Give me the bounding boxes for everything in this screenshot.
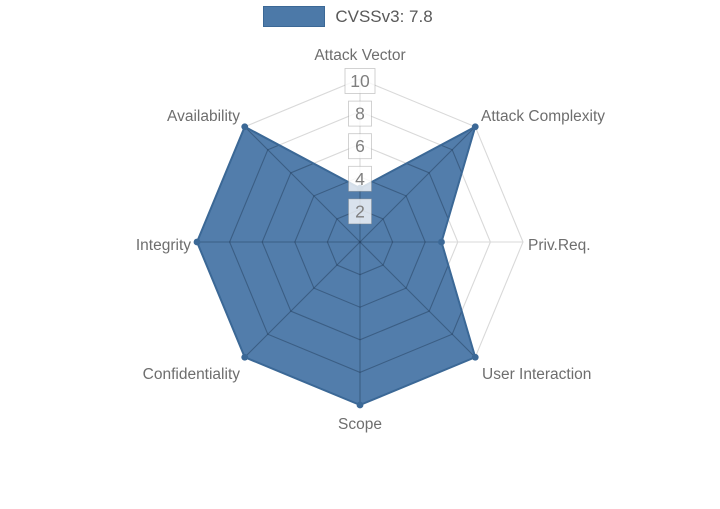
tick-backdrop-10 bbox=[344, 68, 376, 94]
radar-spoke bbox=[359, 126, 476, 243]
radar-spoke bbox=[359, 241, 476, 358]
radar-grid-ring bbox=[294, 176, 426, 308]
radar-vertex-marker bbox=[471, 123, 479, 131]
radar-grid-ring bbox=[261, 143, 459, 341]
radar-spoke bbox=[244, 241, 361, 358]
legend-label: CVSSv3: 7.8 bbox=[335, 7, 433, 26]
tick-label-2: 2 bbox=[355, 201, 365, 221]
radar-vertex-marker bbox=[241, 353, 249, 361]
axis-label-scope: Scope bbox=[338, 416, 382, 433]
axis-label-priv-req: Priv.Req. bbox=[528, 237, 591, 254]
axis-label-user-interaction: User Interaction bbox=[482, 366, 591, 383]
axis-label-availability: Availability bbox=[167, 108, 240, 125]
radar-vertex-marker bbox=[438, 238, 445, 246]
tick-label-6: 6 bbox=[355, 136, 365, 156]
radar-vertex-marker bbox=[356, 401, 364, 409]
tick-label-8: 8 bbox=[355, 104, 365, 124]
legend-item-cvssv3[interactable]: CVSSv3: 7.8 bbox=[263, 6, 433, 27]
tick-backdrop-8 bbox=[348, 100, 372, 127]
radar-grid-ring bbox=[326, 208, 394, 276]
radar-series-fill bbox=[197, 126, 476, 406]
tick-backdrop-4 bbox=[348, 165, 372, 192]
radar-vertex-marker bbox=[241, 123, 249, 131]
axis-label-attack-vector: Attack Vector bbox=[314, 47, 405, 64]
tick-backdrop-6 bbox=[348, 133, 372, 160]
axis-label-integrity: Integrity bbox=[136, 237, 191, 254]
tick-backdrop-2 bbox=[348, 198, 372, 225]
chart-legend: CVSSv3: 7.8 bbox=[0, 6, 708, 27]
radar-vertex-marker bbox=[193, 238, 201, 246]
axis-label-attack-complexity: Attack Complexity bbox=[481, 108, 605, 125]
legend-swatch bbox=[263, 6, 326, 27]
radar-vertex-marker bbox=[471, 353, 479, 361]
radar-spoke bbox=[244, 126, 361, 243]
tick-label-4: 4 bbox=[355, 169, 365, 189]
axis-label-confidentiality: Confidentiality bbox=[143, 366, 241, 383]
tick-label-10: 10 bbox=[350, 71, 370, 91]
